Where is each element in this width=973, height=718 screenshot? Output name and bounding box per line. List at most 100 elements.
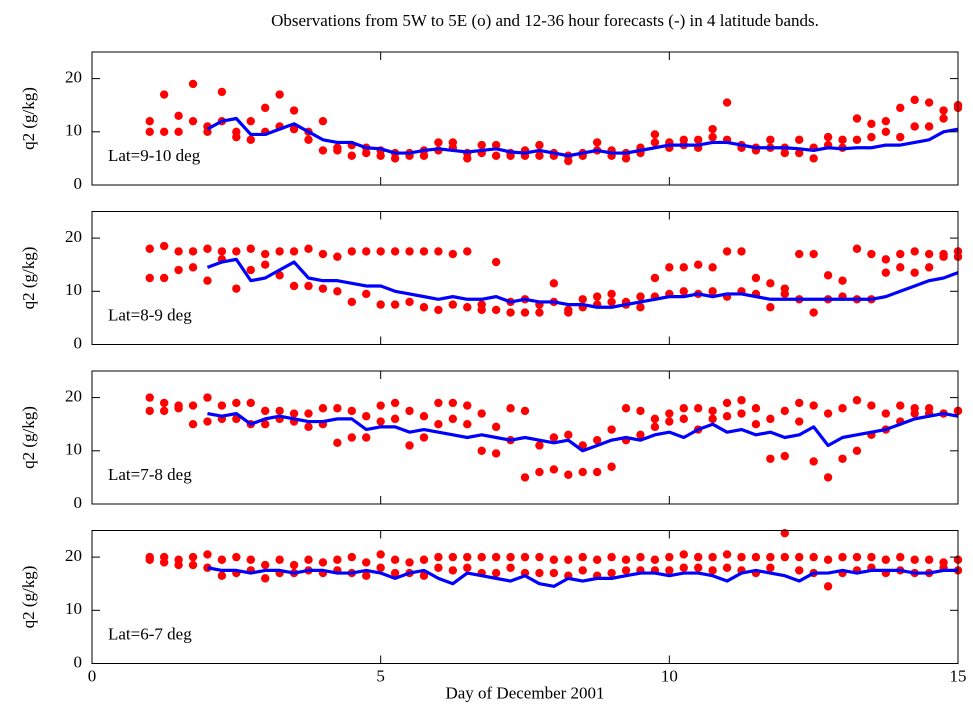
- observation-point: [275, 247, 284, 256]
- observation-point: [636, 303, 645, 312]
- observation-point: [896, 132, 905, 142]
- observation-point: [535, 441, 544, 450]
- observation-point: [924, 98, 934, 107]
- observation-point: [333, 287, 342, 296]
- observation-point: [347, 297, 356, 307]
- observation-point: [852, 552, 862, 562]
- observation-point: [246, 555, 255, 564]
- observation-point: [203, 550, 212, 559]
- observation-point: [592, 292, 602, 301]
- observation-point: [217, 401, 227, 410]
- y-tick-label: 0: [74, 174, 83, 193]
- observation-point: [780, 528, 789, 538]
- observation-point: [203, 393, 212, 402]
- observation-point: [506, 308, 515, 317]
- observation-point: [939, 252, 948, 261]
- observation-point: [491, 257, 501, 267]
- observation-point: [463, 247, 472, 256]
- observation-point: [390, 398, 400, 408]
- observation-point: [333, 252, 342, 261]
- observation-point: [159, 558, 169, 567]
- observation-point: [881, 268, 891, 277]
- observation-point: [347, 247, 356, 256]
- observation-point: [434, 138, 443, 147]
- observation-point: [376, 417, 385, 426]
- observation-point: [809, 249, 818, 259]
- observation-point: [838, 454, 847, 463]
- observation-point: [665, 263, 674, 272]
- observation-point: [751, 273, 761, 283]
- observation-point: [694, 552, 703, 562]
- observation-point: [261, 260, 270, 269]
- x-axis-label: Day of December 2001: [445, 683, 604, 702]
- observation-point: [491, 552, 501, 562]
- observation-point: [405, 406, 414, 416]
- observation-point: [924, 263, 934, 272]
- observation-point: [549, 568, 559, 578]
- observation-point: [766, 279, 775, 288]
- observation-point: [217, 87, 227, 97]
- y-tick-label: 0: [74, 652, 83, 671]
- observation-point: [838, 276, 847, 285]
- observation-point: [463, 563, 472, 572]
- observation-point: [188, 420, 198, 429]
- observation-point: [347, 552, 356, 562]
- observation-point: [145, 555, 154, 564]
- observation-point: [304, 422, 313, 432]
- observation-point: [304, 135, 313, 144]
- observation-point: [362, 289, 371, 299]
- observation-point: [232, 552, 241, 562]
- observation-point: [405, 558, 414, 567]
- observation-point: [419, 303, 429, 312]
- observation-point: [795, 552, 804, 562]
- observation-point: [780, 289, 789, 299]
- observation-point: [145, 127, 154, 136]
- observation-point: [304, 244, 313, 253]
- observation-point: [304, 281, 313, 291]
- y-axis-label: q2 (g/kg): [19, 247, 38, 310]
- y-tick-label: 20: [65, 227, 82, 246]
- observation-point: [318, 284, 328, 293]
- observation-point: [520, 406, 530, 416]
- observation-point: [823, 555, 833, 564]
- observation-point: [289, 124, 299, 134]
- observation-point: [434, 552, 443, 562]
- observation-point: [766, 563, 775, 572]
- observation-point: [304, 409, 313, 418]
- observation-point: [607, 552, 616, 562]
- observation-point: [491, 151, 501, 160]
- observation-point: [246, 116, 255, 126]
- observation-point: [665, 417, 674, 426]
- observation-point: [376, 151, 385, 160]
- observation-point: [867, 132, 876, 142]
- observation-point: [318, 249, 328, 259]
- observation-point: [347, 151, 356, 160]
- observation-point: [708, 406, 717, 416]
- observation-point: [203, 276, 212, 285]
- observation-point: [852, 135, 862, 144]
- observation-point: [246, 135, 255, 144]
- observation-point: [838, 135, 847, 144]
- observation-point: [289, 409, 299, 418]
- observation-point: [838, 404, 847, 413]
- observation-point: [362, 571, 371, 580]
- observation-point: [376, 401, 385, 410]
- observation-point: [636, 552, 645, 562]
- observation-point: [910, 247, 919, 256]
- observation-point: [463, 552, 472, 562]
- observation-point: [289, 281, 299, 291]
- observation-point: [520, 473, 530, 482]
- observation-point: [867, 401, 876, 410]
- observation-point: [809, 154, 818, 163]
- observation-point: [795, 566, 804, 575]
- observation-point: [217, 555, 227, 564]
- observation-point: [708, 263, 717, 272]
- observation-point: [780, 406, 789, 416]
- observation-point: [607, 289, 616, 299]
- observation-point: [434, 420, 443, 429]
- observation-point: [592, 435, 602, 445]
- observation-point: [823, 271, 833, 280]
- observation-point: [708, 124, 717, 134]
- observation-point: [910, 409, 919, 418]
- chart-title: Observations from 5W to 5E (o) and 12-36…: [271, 11, 819, 30]
